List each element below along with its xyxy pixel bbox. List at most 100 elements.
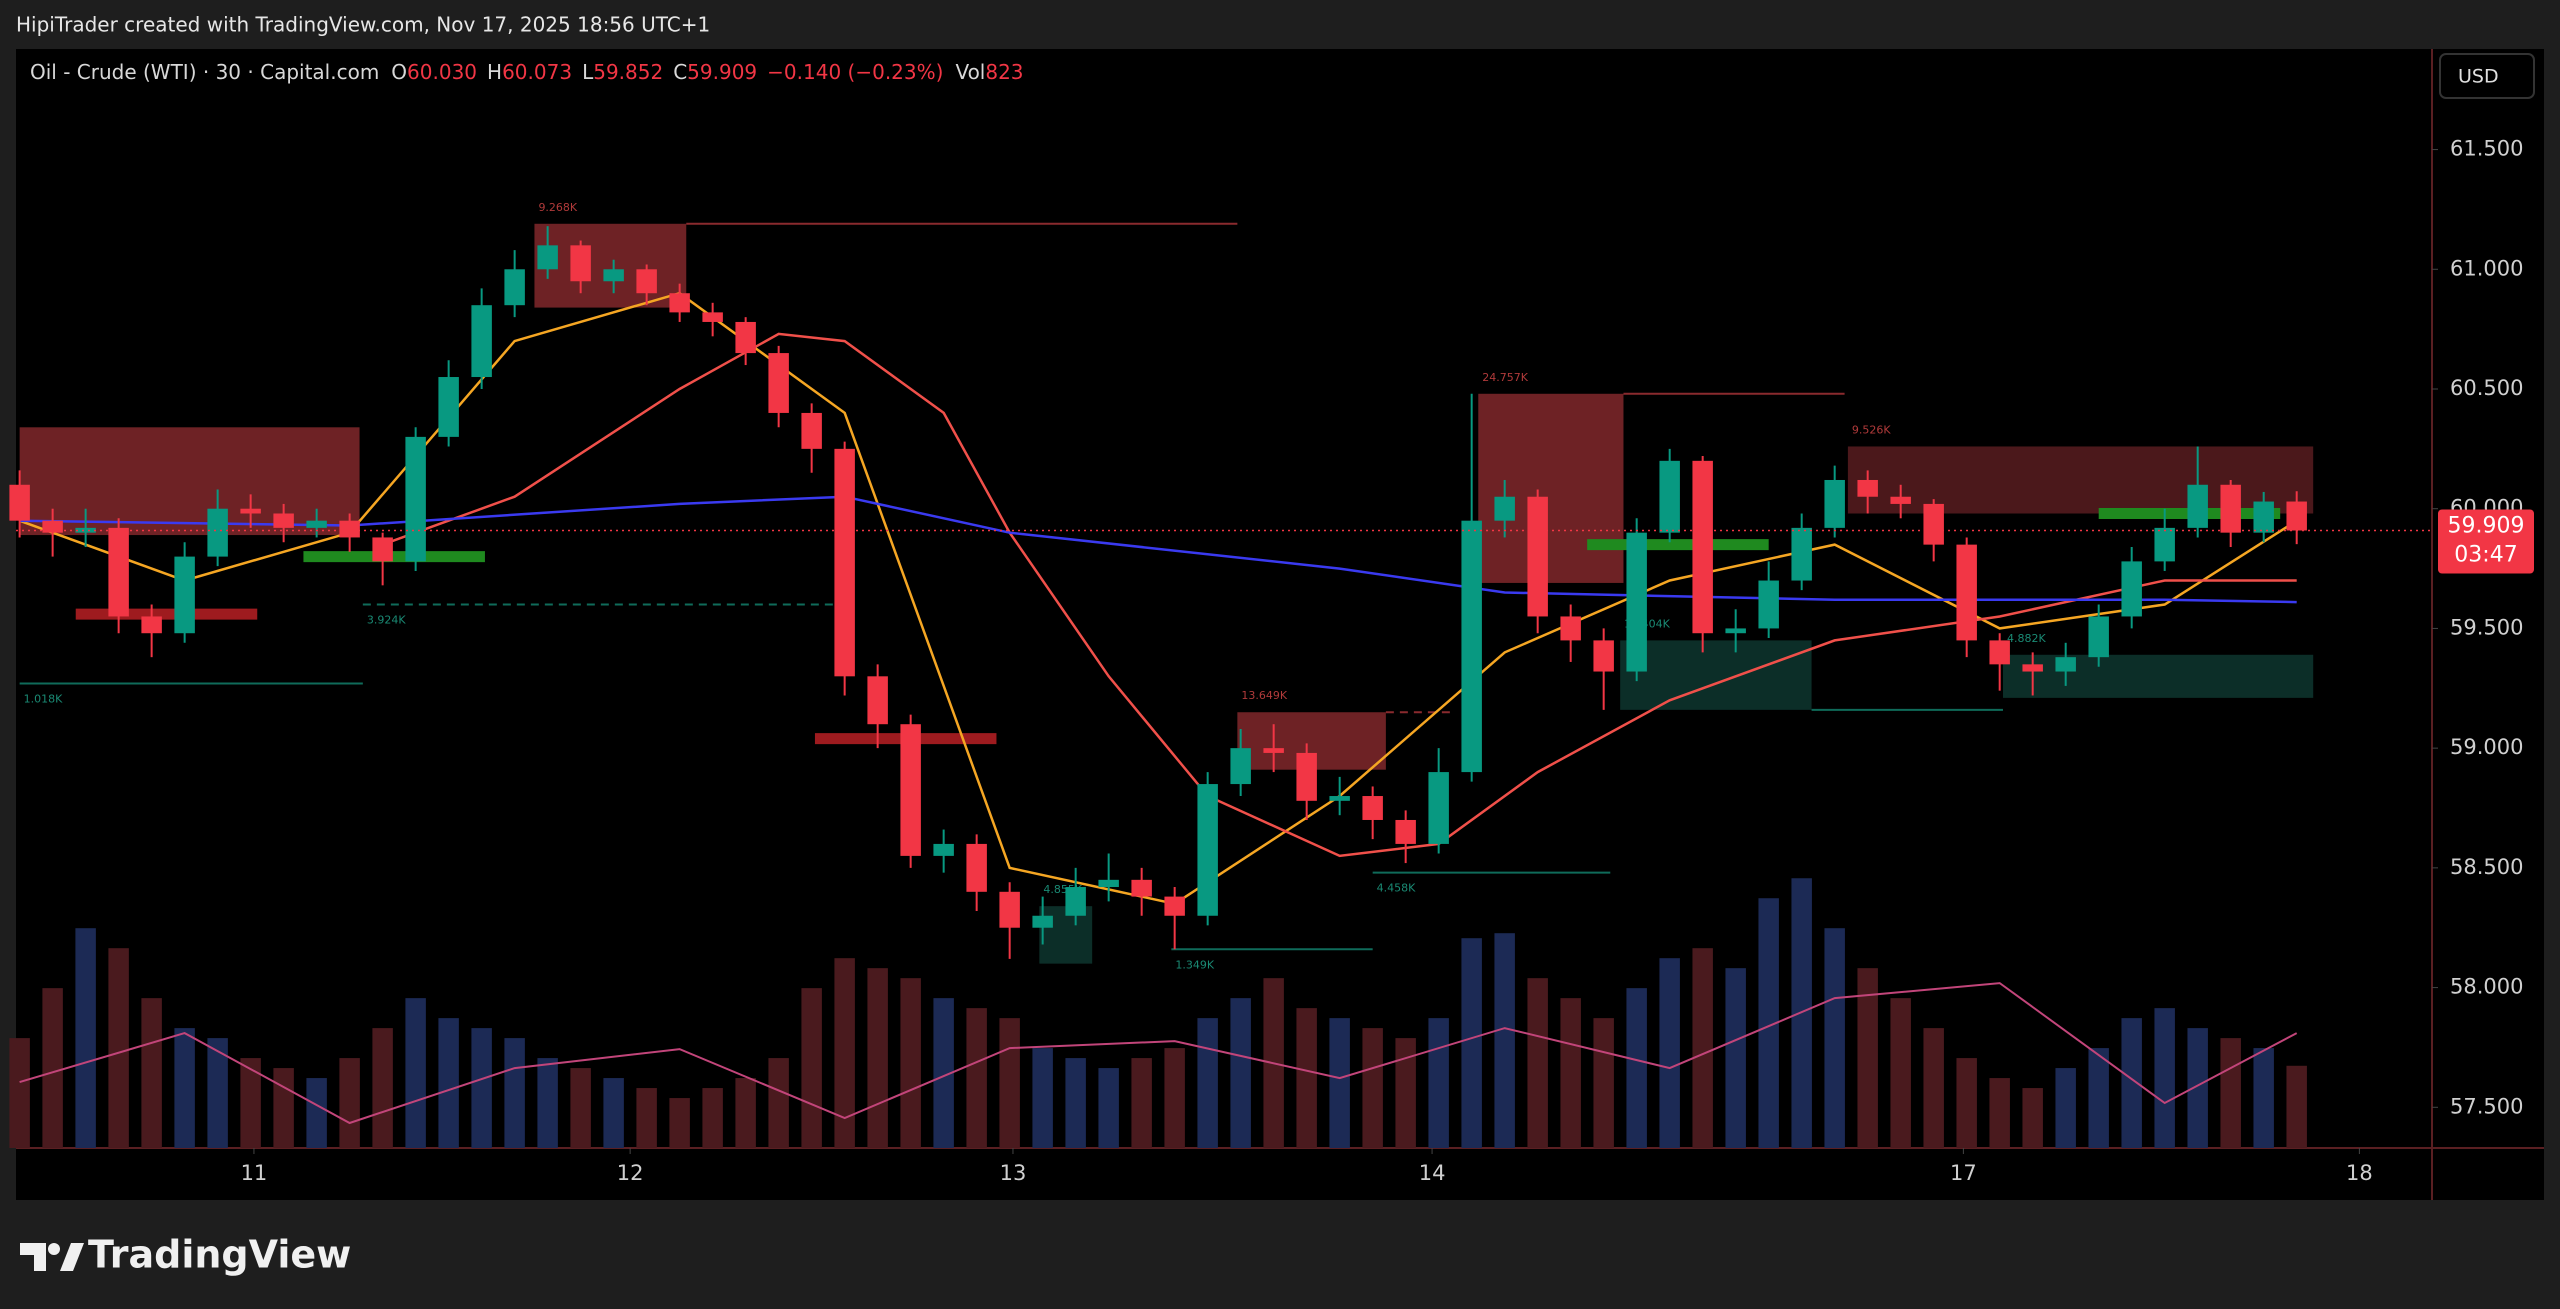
y-tick-label: 59.000 bbox=[2450, 735, 2523, 759]
candle-body bbox=[1131, 879, 1152, 897]
volume-bar bbox=[999, 1018, 1020, 1148]
candle-body bbox=[867, 676, 888, 725]
candle-body bbox=[1362, 796, 1383, 820]
volume-bar bbox=[306, 1078, 327, 1148]
candle-body bbox=[2154, 527, 2175, 562]
candle-body bbox=[2187, 484, 2208, 528]
y-tick-label: 58.000 bbox=[2450, 975, 2523, 999]
volume-bar bbox=[603, 1078, 624, 1148]
volume-bar bbox=[1758, 898, 1779, 1148]
y-tick-label: 59.500 bbox=[2450, 615, 2523, 639]
zone bbox=[1847, 446, 2314, 514]
x-tick-label: 11 bbox=[241, 1161, 268, 1185]
volume-bar bbox=[405, 998, 426, 1148]
brand-logo: TradingView bbox=[20, 1233, 351, 1277]
candle-body bbox=[2022, 664, 2043, 672]
volume-bar bbox=[240, 1058, 261, 1148]
last-price-label: 59.909 bbox=[2448, 514, 2525, 539]
candle-body bbox=[768, 353, 789, 413]
zone bbox=[1620, 640, 1812, 710]
candle-body bbox=[1560, 616, 1581, 641]
volume-bar bbox=[1032, 1048, 1053, 1148]
zone-label: 9.526K bbox=[1852, 423, 1891, 436]
legend-key: Vol bbox=[955, 60, 985, 84]
candle-body bbox=[966, 843, 987, 892]
candle-body bbox=[405, 436, 426, 562]
currency-label: USD bbox=[2458, 66, 2499, 88]
candle-body bbox=[1956, 544, 1977, 641]
logo-shape bbox=[48, 1243, 60, 1255]
volume-bar bbox=[1989, 1078, 2010, 1148]
candle-body bbox=[1593, 640, 1614, 672]
legend: Oil - Crude (WTI) · 30 · Capital.com O60.… bbox=[30, 60, 1024, 84]
legend-change: −0.140 (−0.23%) bbox=[767, 60, 943, 84]
volume-bar bbox=[1923, 1028, 1944, 1148]
candle-body bbox=[801, 412, 822, 449]
candle-body bbox=[306, 520, 327, 528]
volume-bar bbox=[1362, 1028, 1383, 1148]
candle-body bbox=[1263, 748, 1284, 753]
line-label: 1.349K bbox=[1175, 958, 1214, 971]
candle-body bbox=[438, 377, 459, 437]
candle-body bbox=[2253, 501, 2274, 533]
x-tick-label: 17 bbox=[1950, 1161, 1977, 1185]
volume-bar bbox=[141, 998, 162, 1148]
candle-body bbox=[1098, 879, 1119, 888]
x-tick-label: 12 bbox=[617, 1161, 644, 1185]
line-label: 3.924K bbox=[367, 613, 406, 626]
volume-bar bbox=[9, 1038, 30, 1148]
candle-body bbox=[1428, 772, 1449, 844]
volume-bar bbox=[1593, 1018, 1614, 1148]
candle-body bbox=[933, 843, 954, 856]
volume-bar bbox=[2055, 1068, 2076, 1148]
line-label: 1.018K bbox=[24, 692, 63, 705]
volume-bar bbox=[339, 1058, 360, 1148]
volume-bar bbox=[1659, 958, 1680, 1148]
candle-body bbox=[207, 508, 228, 557]
volume-bar bbox=[1065, 1058, 1086, 1148]
zone-label: 9.268K bbox=[538, 201, 577, 214]
volume-bar bbox=[1890, 998, 1911, 1148]
volume-bar bbox=[108, 948, 129, 1148]
legend-value: 823 bbox=[985, 60, 1023, 84]
line-label: 4.458K bbox=[1377, 882, 1416, 895]
candle-body bbox=[1197, 784, 1218, 916]
candle-body bbox=[1923, 503, 1944, 545]
legend-key: O bbox=[391, 60, 407, 84]
candle-body bbox=[1692, 460, 1713, 634]
volume-bar bbox=[1098, 1068, 1119, 1148]
legend-value: 59.852 bbox=[593, 60, 663, 84]
volume-bar bbox=[2154, 1008, 2175, 1148]
volume-bar bbox=[1857, 968, 1878, 1148]
volume-bar bbox=[1626, 988, 1647, 1148]
volume-bar bbox=[768, 1058, 789, 1148]
candle-body bbox=[1395, 819, 1416, 844]
zone-label: 13.649K bbox=[1241, 689, 1287, 702]
currency-button[interactable] bbox=[2439, 53, 2535, 99]
volume-bar bbox=[504, 1038, 525, 1148]
candle-body bbox=[702, 312, 723, 322]
y-tick-label: 61.500 bbox=[2450, 137, 2523, 161]
volume-bar bbox=[1296, 1008, 1317, 1148]
volume-bar bbox=[2088, 1048, 2109, 1148]
volume-bar bbox=[2187, 1028, 2208, 1148]
candle-body bbox=[2088, 616, 2109, 658]
logo-shape bbox=[60, 1243, 84, 1271]
volume-bar bbox=[702, 1088, 723, 1148]
volume-bar bbox=[933, 998, 954, 1148]
volume-bar bbox=[1956, 1058, 1977, 1148]
volume-bar bbox=[75, 928, 96, 1148]
candle-body bbox=[1659, 460, 1680, 533]
volume-bar bbox=[2022, 1088, 2043, 1148]
candle-body bbox=[1329, 796, 1350, 801]
x-tick-label: 18 bbox=[2346, 1161, 2373, 1185]
volume-bar bbox=[1824, 928, 1845, 1148]
candle-body bbox=[1494, 496, 1515, 521]
volume-bar bbox=[1131, 1058, 1152, 1148]
volume-bar bbox=[2121, 1018, 2142, 1148]
volume-bar bbox=[372, 1028, 393, 1148]
candle-body bbox=[174, 556, 195, 634]
volume-bar bbox=[1230, 998, 1251, 1148]
volume-bar bbox=[900, 978, 921, 1148]
symbol: Oil - Crude (WTI) · 30 · Capital.com bbox=[30, 60, 379, 84]
